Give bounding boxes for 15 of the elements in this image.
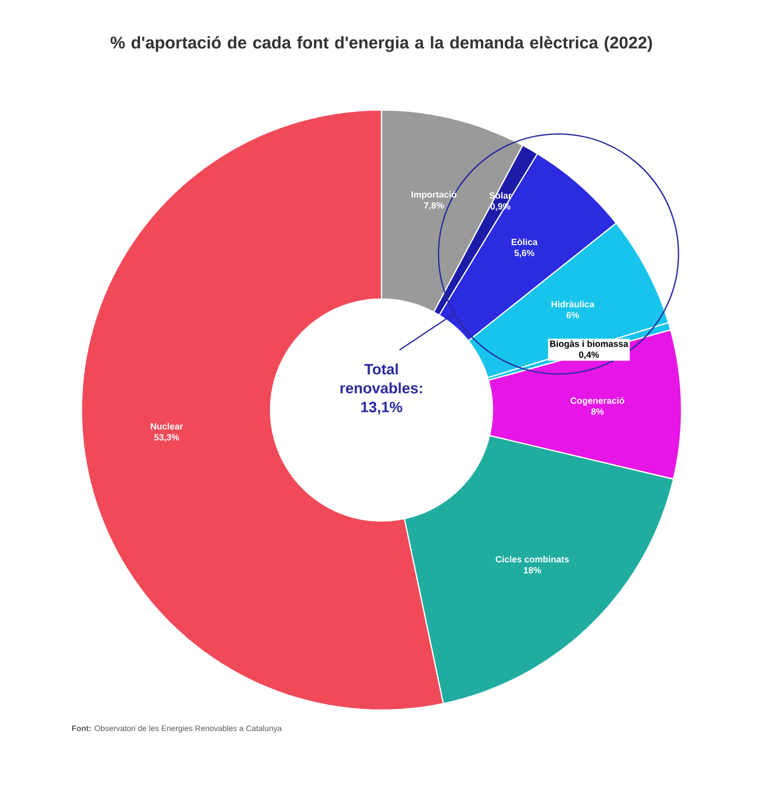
slice-label: Nuclear: [150, 422, 183, 430]
text: Total renovables: 13,1%: [340, 363, 422, 414]
slice-label: Hidràulica: [552, 300, 594, 308]
chart-title: % d'aportació de cada font d'energia a la demanda elèctrica (2022): [110, 36, 652, 52]
data-label: 8%: [591, 408, 604, 415]
slice-label: Cogeneració: [570, 397, 624, 406]
data-label: 18%: [524, 567, 542, 574]
slice-label: Biogàs i biomassa: [550, 340, 628, 349]
data-label: 5,6%: [514, 250, 534, 258]
slice-label: Cicles combinats: [496, 556, 569, 562]
data-label: 6%: [566, 312, 579, 318]
data-label: 0,4%: [579, 352, 599, 360]
data-label: 53,3%: [154, 434, 180, 442]
data-label: 7,8%: [424, 202, 444, 210]
slice-label: Eòlica: [512, 238, 538, 246]
